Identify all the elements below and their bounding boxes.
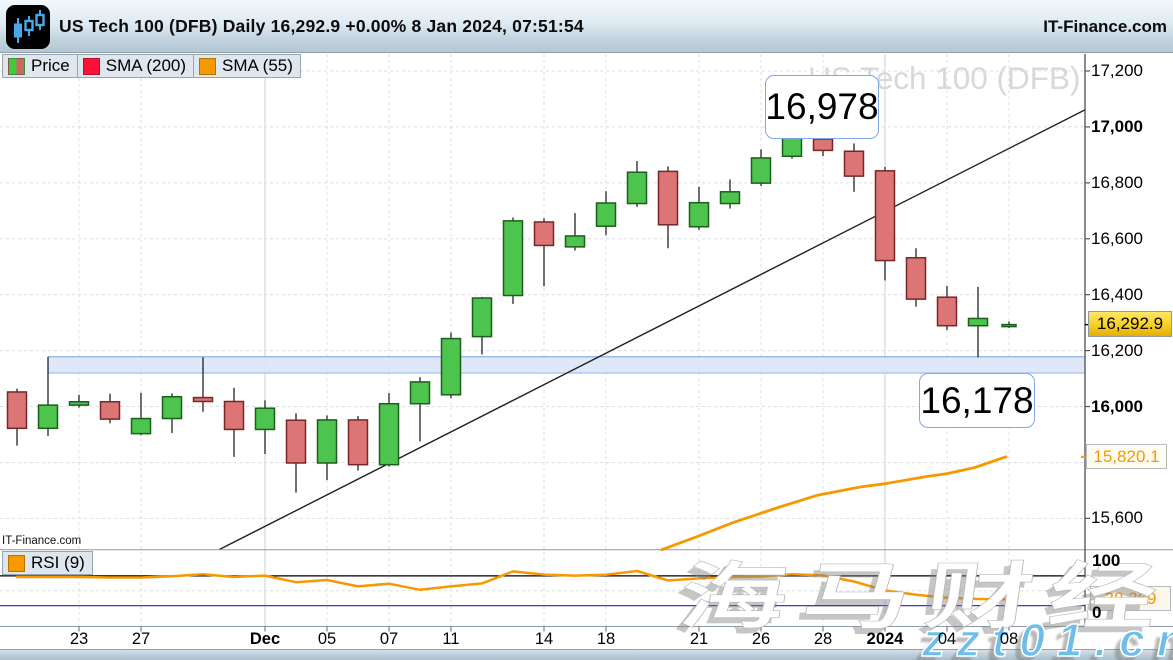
date-axis-label: 28 bbox=[813, 630, 833, 648]
last-price-tag: 16,292.9 bbox=[1088, 311, 1172, 337]
price-swatch-icon bbox=[8, 57, 25, 75]
candle-up bbox=[378, 402, 400, 466]
price-axis-label: 16,800 bbox=[1091, 172, 1143, 192]
candle-down bbox=[223, 400, 245, 431]
candle-up bbox=[967, 317, 989, 327]
cjk-watermark-glyph bbox=[805, 563, 905, 629]
candle-up bbox=[502, 220, 524, 297]
rsi-line bbox=[15, 569, 1011, 601]
date-axis-label: 05 bbox=[317, 630, 337, 648]
candle-down bbox=[843, 150, 865, 177]
candle-down bbox=[347, 419, 369, 466]
date-axis-label: 08 bbox=[999, 630, 1019, 648]
legend-item-price[interactable]: Price bbox=[2, 54, 78, 78]
logo-candle-body bbox=[35, 13, 45, 27]
cn-site-watermark: zzt01.cn bbox=[921, 613, 1173, 660]
app-logo[interactable] bbox=[6, 5, 50, 49]
candle-down bbox=[905, 257, 927, 300]
candle-up bbox=[440, 337, 462, 396]
candle-up bbox=[719, 191, 741, 205]
candle-up bbox=[130, 417, 152, 435]
candle-up bbox=[1001, 323, 1017, 328]
sma55-line bbox=[660, 455, 1008, 552]
price-axis-label: 16,600 bbox=[1091, 228, 1143, 248]
candle-up bbox=[750, 157, 772, 184]
candle-up bbox=[564, 235, 586, 248]
price-axis-label: 16,400 bbox=[1091, 284, 1143, 304]
title-bar: US Tech 100 (DFB) Daily 16,292.9 +0.00% … bbox=[0, 0, 1173, 53]
date-axis-label: 2024 bbox=[866, 630, 904, 648]
date-axis-label: Dec bbox=[249, 630, 281, 648]
candle-up bbox=[161, 395, 183, 420]
cjk-watermark-shadow bbox=[798, 569, 897, 635]
candle-down bbox=[874, 170, 896, 262]
logo-candle-body bbox=[14, 23, 22, 38]
candle-up bbox=[316, 419, 338, 464]
site-watermark-small: IT-Finance.com bbox=[2, 535, 82, 547]
legend-label-price: Price bbox=[31, 56, 70, 75]
price-axis-label: 17,200 bbox=[1091, 61, 1143, 80]
candle-down bbox=[533, 221, 555, 247]
footer-strip bbox=[0, 649, 1173, 660]
cjk-watermark-glyph bbox=[681, 559, 787, 629]
candle-up bbox=[68, 401, 90, 406]
candle-down bbox=[936, 296, 958, 327]
date-axis-label: 21 bbox=[689, 630, 709, 648]
legend-label-sma55: SMA (55) bbox=[222, 56, 293, 75]
date-axis-label: 26 bbox=[751, 630, 771, 648]
brand-link[interactable]: IT-Finance.com bbox=[1043, 17, 1167, 36]
candle-up bbox=[626, 171, 648, 205]
legend-item-sma55[interactable]: SMA (55) bbox=[193, 54, 301, 78]
high-price-callout[interactable]: 16,978 bbox=[765, 75, 879, 139]
candle-down bbox=[99, 401, 121, 420]
candle-down bbox=[6, 391, 28, 430]
price-legend: Price SMA (200) SMA (55) bbox=[2, 54, 301, 78]
candle-down bbox=[192, 396, 214, 403]
rsi-swatch-icon bbox=[8, 554, 25, 572]
sma200-swatch-icon bbox=[82, 57, 100, 75]
date-axis-label: 18 bbox=[596, 630, 616, 648]
candle-up bbox=[688, 201, 710, 228]
candle-down bbox=[657, 170, 679, 226]
legend-label-rsi: RSI (9) bbox=[31, 553, 85, 572]
rsi-legend: RSI (9) bbox=[2, 551, 93, 575]
support-zone bbox=[48, 356, 1085, 373]
price-axis-label: 16,200 bbox=[1091, 340, 1143, 360]
cjk-watermark-glyph bbox=[1048, 559, 1157, 628]
candle-up bbox=[471, 297, 493, 338]
candle-up bbox=[595, 202, 617, 227]
candle-up bbox=[37, 404, 59, 430]
logo-candle-body bbox=[24, 19, 34, 32]
date-axis-label: 23 bbox=[69, 630, 89, 648]
support-price-callout[interactable]: 16,178 bbox=[919, 373, 1035, 428]
chart-title: US Tech 100 (DFB) Daily 16,292.9 +0.00% … bbox=[59, 16, 584, 36]
trendline bbox=[218, 109, 1086, 551]
rsi-scale-100: 100 bbox=[1092, 551, 1121, 570]
candle-up bbox=[409, 381, 431, 405]
price-axis-label: 17,000 bbox=[1091, 116, 1143, 136]
candle-down bbox=[285, 419, 307, 464]
candle-up bbox=[254, 407, 276, 431]
rsi-scale-0: 0 bbox=[1092, 603, 1102, 622]
sma55-price-tag: 15,820.1 bbox=[1086, 444, 1167, 469]
date-axis-label: 11 bbox=[442, 630, 460, 648]
legend-label-sma200: SMA (200) bbox=[105, 56, 187, 75]
price-axis-label: 15,600 bbox=[1091, 508, 1143, 528]
cjk-watermark-glyph bbox=[923, 559, 1034, 629]
candlestick-chart-icon bbox=[14, 10, 45, 43]
date-axis-label: 04 bbox=[937, 630, 957, 648]
date-axis-label: 14 bbox=[534, 630, 554, 648]
date-axis-label: 07 bbox=[379, 630, 399, 648]
logo-candles-group bbox=[14, 10, 45, 43]
sma55-swatch-icon bbox=[199, 57, 217, 75]
price-axis-label: 16,000 bbox=[1091, 396, 1143, 416]
legend-item-rsi[interactable]: RSI (9) bbox=[2, 551, 93, 575]
legend-item-sma200[interactable]: SMA (200) bbox=[76, 54, 195, 78]
date-axis-label: 27 bbox=[131, 630, 151, 648]
cjk-watermark-glyphs bbox=[675, 559, 1157, 635]
